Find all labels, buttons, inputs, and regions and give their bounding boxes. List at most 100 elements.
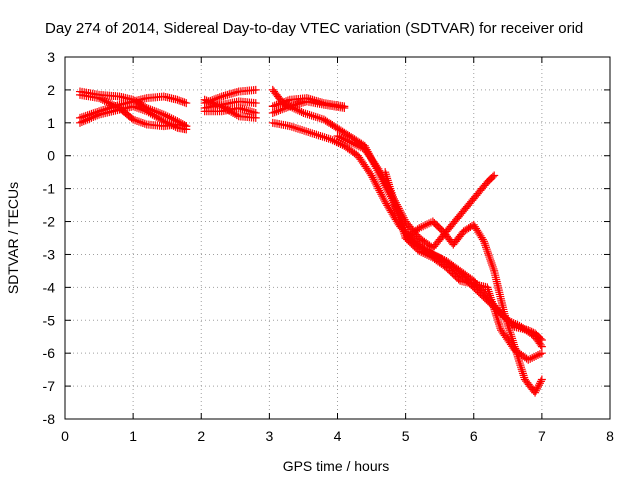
- data-point: [328, 136, 337, 145]
- data-point: [496, 324, 505, 333]
- data-point: [500, 309, 509, 318]
- data-point: [397, 219, 406, 228]
- data-point: [484, 285, 493, 294]
- data-point: [154, 108, 163, 117]
- data-point: [393, 209, 402, 218]
- x-tick-label: 0: [61, 428, 69, 444]
- data-point: [282, 100, 291, 109]
- data-point: [83, 111, 92, 120]
- data-point: [85, 110, 94, 119]
- data-point: [182, 99, 191, 108]
- data-point: [101, 105, 110, 114]
- data-point: [339, 134, 348, 143]
- y-tick-label: -5: [43, 312, 56, 328]
- data-point: [332, 138, 341, 147]
- axes: 0 1 2 3 4 5 6 7 8 3 2 1 0 -1 -2 -3 -4 -5 -6 -7 -8: [43, 49, 615, 444]
- data-point: [533, 383, 542, 392]
- data-point: [482, 243, 491, 252]
- data-point: [503, 319, 512, 328]
- data-point: [528, 353, 537, 362]
- data-point: [379, 194, 388, 203]
- data-point: [109, 101, 118, 110]
- data-point: [381, 168, 390, 177]
- data-point: [215, 93, 224, 102]
- data-point: [213, 93, 222, 102]
- data-point: [377, 190, 386, 199]
- data-point: [274, 106, 283, 115]
- x-tick-label: 4: [334, 428, 342, 444]
- data-point: [311, 112, 320, 121]
- data-point: [314, 131, 323, 140]
- data-point: [536, 340, 545, 349]
- data-point: [251, 85, 260, 94]
- data-point: [494, 317, 503, 326]
- data-point: [108, 100, 117, 109]
- data-point: [133, 116, 142, 125]
- data-point: [375, 166, 384, 175]
- data-point: [533, 384, 542, 393]
- y-tick-label: -4: [43, 279, 56, 295]
- data-point: [504, 322, 513, 331]
- data-point: [315, 114, 324, 123]
- data-point: [276, 106, 285, 115]
- data-point: [484, 251, 493, 260]
- data-point: [382, 172, 391, 181]
- data-point: [104, 98, 113, 107]
- data-point: [367, 171, 376, 180]
- data-point: [387, 188, 396, 197]
- data-point: [291, 124, 300, 133]
- data-point: [385, 182, 394, 191]
- data-point: [300, 126, 309, 135]
- data-point: [535, 379, 544, 388]
- data-point: [375, 186, 384, 195]
- data-point: [127, 114, 136, 123]
- data-point: [77, 113, 86, 122]
- data-point: [131, 116, 140, 125]
- x-tick-label: 6: [470, 428, 478, 444]
- data-point: [482, 245, 491, 254]
- data-point: [336, 139, 345, 148]
- data-point: [87, 109, 96, 118]
- data-point: [397, 221, 406, 230]
- data-point: [330, 137, 339, 146]
- grid-lines: [65, 57, 610, 419]
- data-point: [419, 249, 428, 258]
- data-point: [488, 262, 497, 271]
- data-point: [322, 133, 331, 142]
- y-tick-label: 2: [47, 82, 55, 98]
- data-point: [520, 373, 529, 382]
- data-point: [419, 222, 428, 231]
- data-point: [502, 317, 511, 326]
- data-point: [206, 97, 215, 106]
- data-points: [75, 85, 546, 397]
- data-point: [148, 106, 157, 115]
- data-point: [423, 250, 432, 259]
- data-point: [303, 110, 312, 119]
- data-point: [417, 248, 426, 257]
- y-tick-label: -2: [43, 214, 56, 230]
- data-point: [388, 190, 397, 199]
- data-point: [251, 108, 260, 117]
- data-point: [318, 132, 327, 141]
- data-point: [354, 142, 363, 151]
- data-point: [317, 114, 326, 123]
- data-point: [306, 128, 315, 137]
- data-point: [340, 104, 349, 113]
- y-tick-label: -6: [43, 345, 56, 361]
- data-point: [534, 381, 543, 390]
- data-point: [140, 119, 149, 128]
- data-point: [378, 192, 387, 201]
- data-point: [98, 95, 107, 104]
- y-tick-label: -8: [43, 411, 56, 427]
- data-point: [284, 101, 293, 110]
- data-point: [495, 322, 504, 331]
- data-point: [343, 136, 352, 145]
- data-point: [389, 194, 398, 203]
- data-point: [524, 355, 533, 364]
- data-point: [483, 247, 492, 256]
- data-point: [531, 388, 540, 397]
- data-point: [415, 247, 424, 256]
- data-point: [488, 299, 497, 308]
- data-point: [349, 139, 358, 148]
- data-point: [479, 237, 488, 246]
